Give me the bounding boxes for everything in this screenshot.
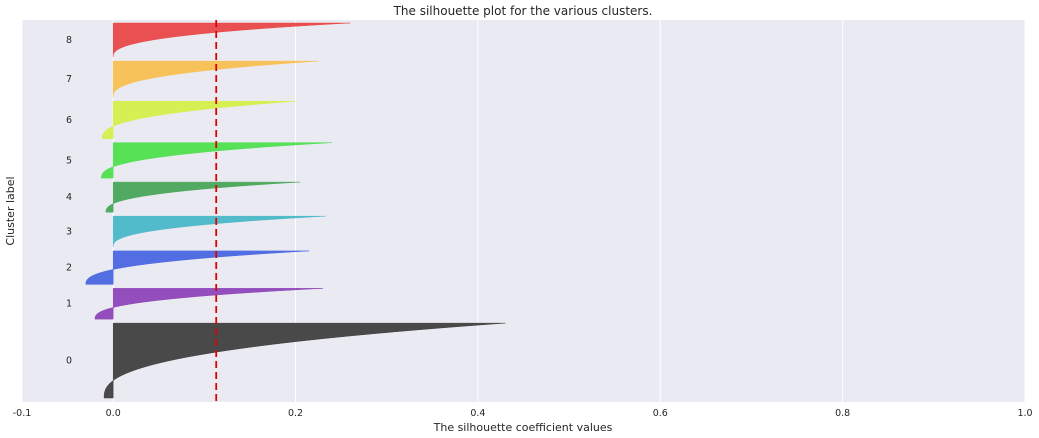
cluster-label-7: 7 bbox=[66, 74, 72, 85]
cluster-0-silhouette bbox=[103, 322, 506, 399]
y-axis-label: Cluster label bbox=[4, 176, 17, 245]
cluster-label-5: 5 bbox=[66, 155, 72, 166]
cluster-label-8: 8 bbox=[66, 35, 72, 46]
cluster-7-silhouette bbox=[112, 60, 319, 98]
cluster-5-silhouette bbox=[101, 142, 333, 179]
x-tick-label: 0.2 bbox=[288, 408, 303, 419]
x-axis-label: The silhouette coefficient values bbox=[433, 421, 613, 434]
cluster-1-silhouette bbox=[94, 288, 323, 320]
cluster-8-silhouette bbox=[112, 22, 351, 58]
x-tick-label: -0.1 bbox=[13, 408, 32, 419]
chart-title: The silhouette plot for the various clus… bbox=[393, 4, 653, 18]
cluster-label-0: 0 bbox=[66, 356, 72, 367]
x-tick-label: 0.0 bbox=[106, 408, 121, 419]
cluster-2-silhouette bbox=[85, 250, 310, 285]
cluster-label-2: 2 bbox=[66, 263, 72, 274]
cluster-label-1: 1 bbox=[66, 299, 72, 310]
x-tick-label: 1.0 bbox=[1017, 408, 1032, 419]
cluster-silhouettes bbox=[85, 22, 506, 399]
cluster-labels: 0 1 2 3 4 5 6 7 8 bbox=[66, 35, 72, 367]
x-tick-label: 0.4 bbox=[470, 408, 485, 419]
x-tick-label: 0.8 bbox=[835, 408, 850, 419]
cluster-label-6: 6 bbox=[66, 115, 72, 126]
cluster-label-3: 3 bbox=[66, 227, 72, 238]
x-axis-ticks: -0.1 0.0 0.2 0.4 0.6 0.8 1.0 bbox=[13, 408, 1033, 419]
cluster-6-silhouette bbox=[101, 100, 296, 139]
cluster-4-silhouette bbox=[105, 181, 301, 213]
x-tick-label: 0.6 bbox=[653, 408, 668, 419]
cluster-label-4: 4 bbox=[66, 192, 72, 203]
cluster-3-silhouette bbox=[112, 215, 326, 247]
